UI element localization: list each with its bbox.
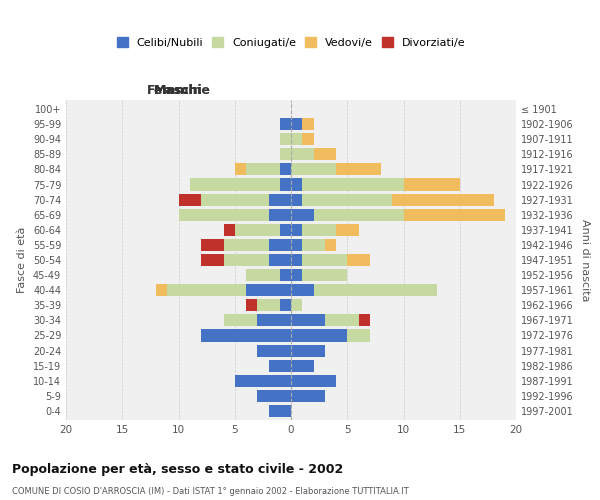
Bar [269,208,291,221]
Bar [347,254,370,266]
Bar [280,178,291,190]
Bar [246,164,280,175]
Bar [314,284,437,296]
Bar [179,208,269,221]
Bar [280,164,291,175]
Bar [291,208,314,221]
Bar [291,224,302,236]
Bar [269,360,291,372]
Bar [291,148,314,160]
Bar [404,208,505,221]
Text: Maschi: Maschi [154,84,203,97]
Bar [257,314,291,326]
Legend: Celibi/Nubili, Coniugati/e, Vedovi/e, Divorziati/e: Celibi/Nubili, Coniugati/e, Vedovi/e, Di… [115,35,467,50]
Bar [280,118,291,130]
Text: Popolazione per età, sesso e stato civile - 2002: Popolazione per età, sesso e stato civil… [12,462,343,475]
Bar [291,133,302,145]
Bar [302,269,347,281]
Bar [291,390,325,402]
Bar [291,178,302,190]
Bar [336,224,359,236]
Bar [246,284,291,296]
Bar [156,284,167,296]
Bar [223,224,235,236]
Bar [291,314,325,326]
Y-axis label: Fasce di età: Fasce di età [17,227,27,293]
Bar [302,194,392,205]
Bar [223,254,269,266]
Bar [280,133,291,145]
Bar [291,239,302,251]
Bar [404,178,460,190]
Text: Maschi: Maschi [154,84,203,97]
Bar [325,314,359,326]
Bar [314,148,336,160]
Bar [246,269,280,281]
Bar [201,239,223,251]
Bar [257,344,291,356]
Bar [291,269,302,281]
Bar [246,299,257,312]
Bar [257,299,280,312]
Bar [235,374,291,387]
Bar [325,239,336,251]
Y-axis label: Anni di nascita: Anni di nascita [580,219,590,301]
Bar [291,284,314,296]
Bar [269,405,291,417]
Bar [291,344,325,356]
Bar [223,239,269,251]
Bar [291,164,336,175]
Bar [201,194,269,205]
Bar [190,178,280,190]
Bar [269,254,291,266]
Bar [235,224,280,236]
Bar [359,314,370,326]
Bar [302,239,325,251]
Bar [336,164,381,175]
Bar [392,194,493,205]
Bar [302,133,314,145]
Bar [302,178,404,190]
Bar [302,254,347,266]
Bar [314,208,404,221]
Bar [291,118,302,130]
Bar [291,254,302,266]
Bar [235,164,246,175]
Bar [280,269,291,281]
Bar [280,224,291,236]
Bar [291,330,347,342]
Bar [291,299,302,312]
Bar [223,314,257,326]
Bar [179,194,201,205]
Bar [302,224,336,236]
Bar [167,284,246,296]
Bar [269,239,291,251]
Bar [201,330,291,342]
Bar [347,330,370,342]
Bar [302,118,314,130]
Text: Femmine: Femmine [146,84,211,97]
Bar [291,374,336,387]
Bar [280,299,291,312]
Bar [201,254,223,266]
Bar [280,148,291,160]
Bar [257,390,291,402]
Text: COMUNE DI COSIO D'ARROSCIA (IM) - Dati ISTAT 1° gennaio 2002 - Elaborazione TUTT: COMUNE DI COSIO D'ARROSCIA (IM) - Dati I… [12,488,409,496]
Bar [269,194,291,205]
Bar [291,194,302,205]
Bar [291,360,314,372]
